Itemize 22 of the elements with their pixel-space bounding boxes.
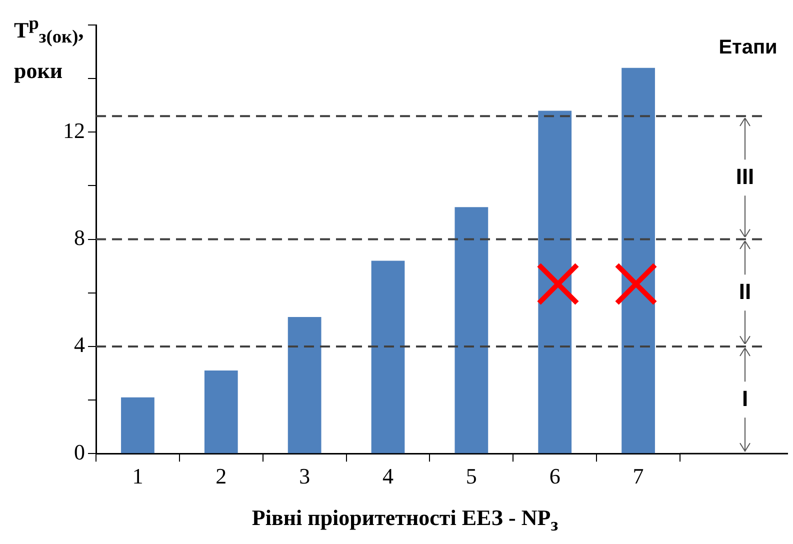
x-tick-label: 3 [299, 464, 310, 489]
x-tick-label: 1 [132, 464, 144, 489]
bar [288, 316, 322, 454]
x-axis-title: Рівні пріоритетності ЕЕЗ - NP$_{з}$ [250, 505, 560, 536]
x-tick-label: 4 [382, 464, 394, 489]
x-tick-label: 5 [466, 464, 477, 489]
bar [121, 397, 154, 454]
x-tick-label: 2 [216, 464, 227, 489]
y-axis-title: T$^{р}$$_{з(ок)}$, роки [14, 12, 85, 85]
y-tick-label: 12 [63, 118, 85, 143]
text: Етапи [718, 36, 778, 59]
bar [454, 207, 488, 454]
text: I [742, 386, 748, 412]
bar [371, 260, 405, 454]
x-tick-label: 6 [549, 464, 560, 489]
y-tick-label: 4 [74, 332, 85, 358]
bar [204, 370, 238, 454]
text: II [738, 278, 752, 304]
x-tick-label: 7 [632, 464, 644, 489]
y-tick-label: 0 [74, 439, 85, 464]
y-tick-label: 8 [74, 225, 85, 250]
text: III [736, 164, 754, 189]
